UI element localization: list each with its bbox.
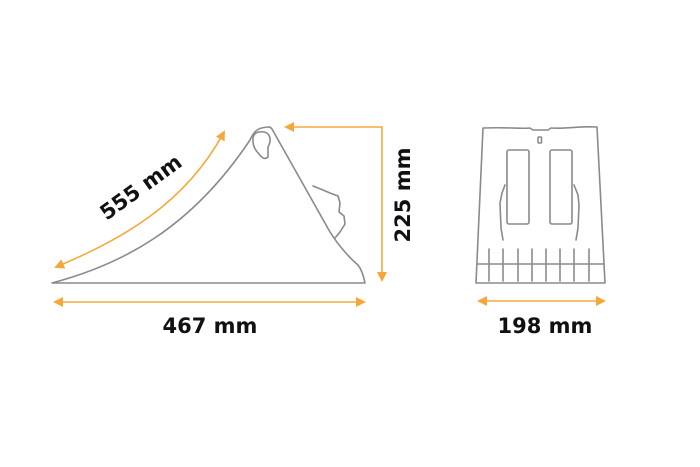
dimension-467: 467 mm (53, 297, 366, 338)
front-view-chock (475, 125, 606, 284)
dimension-225: 225 mm (284, 122, 415, 282)
front-view-right-window (549, 149, 573, 225)
base-length-label: 467 mm (163, 314, 258, 338)
diagonal-length-arrow (54, 130, 225, 269)
side-view-handle-hole (252, 130, 271, 160)
front-view-left-window (506, 149, 530, 225)
front-view-slot (537, 136, 543, 144)
height-label: 225 mm (391, 148, 415, 243)
front-width-label: 198 mm (498, 314, 593, 338)
front-view-tread-ribs (488, 248, 590, 282)
front-view-left-grip (499, 184, 506, 241)
front-view-right-grip (573, 184, 580, 241)
diagonal-length-label: 555 mm (95, 150, 186, 225)
front-view-outline (475, 125, 606, 284)
height-arrow (284, 122, 387, 282)
dimension-198: 198 mm (477, 296, 606, 338)
